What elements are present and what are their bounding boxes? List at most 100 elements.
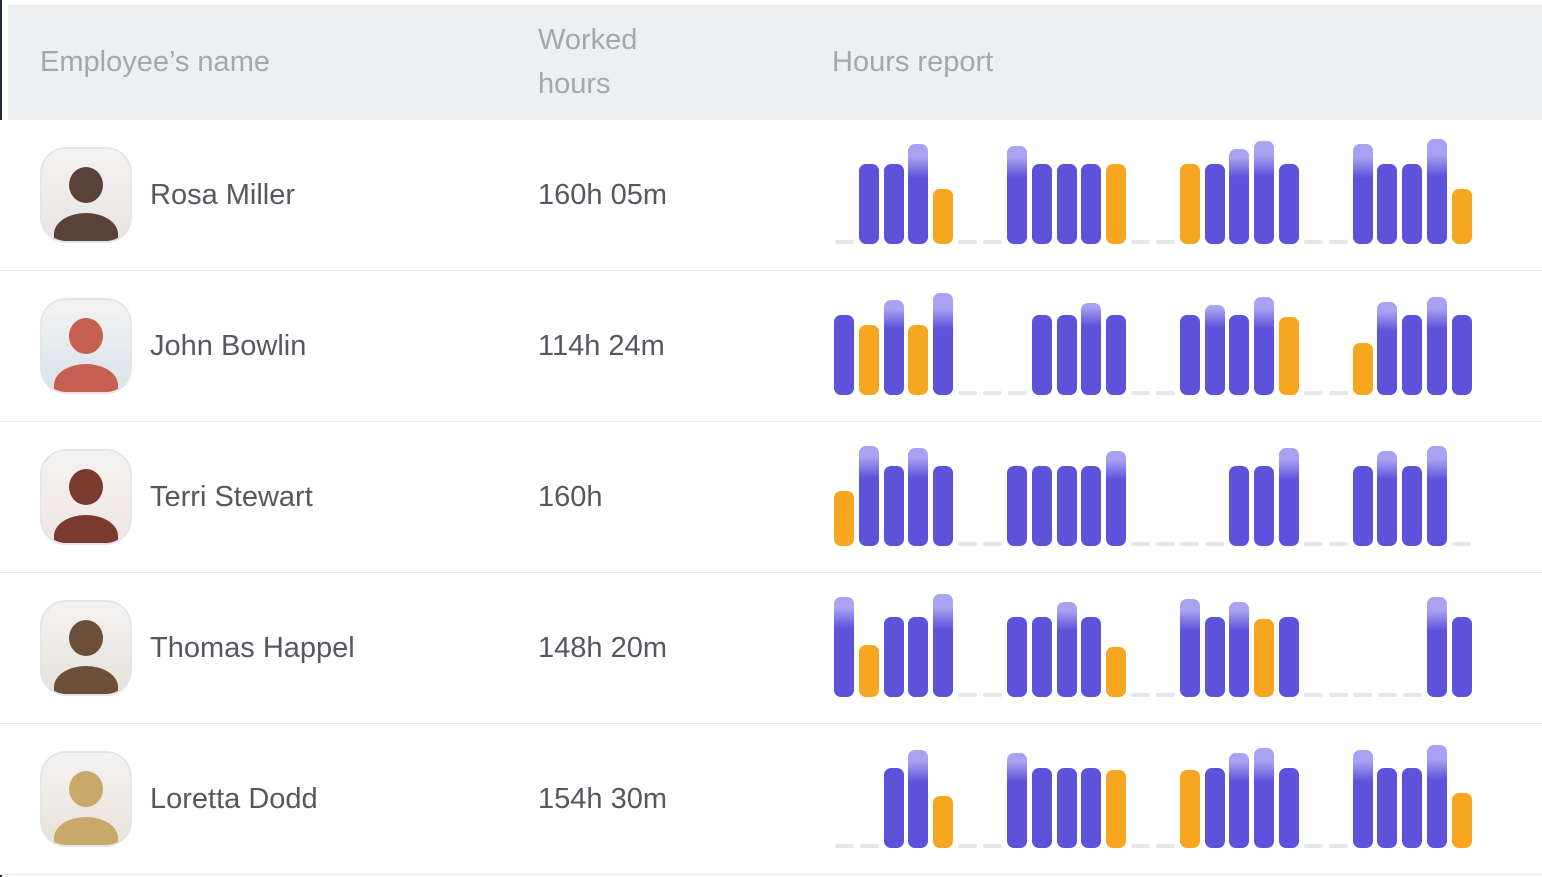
day-slot: [1425, 591, 1450, 697]
day-slot: [1227, 138, 1252, 244]
day-slot: [1375, 591, 1400, 697]
day-slot: [1054, 138, 1079, 244]
day-slot: [1425, 138, 1450, 244]
day-slot: [1449, 289, 1474, 395]
worked-hours-bar: [1451, 315, 1472, 395]
day-off-dash: [1007, 391, 1027, 395]
day-off-dash: [834, 844, 854, 848]
worked-hours-bar: [1229, 466, 1250, 546]
table-row[interactable]: Thomas Happel 148h 20m: [0, 573, 1542, 724]
day-slot: [881, 591, 906, 697]
worked-hours-bar: [1056, 315, 1077, 395]
day-slot: [980, 742, 1005, 848]
highlight-hours-bar: [1179, 164, 1200, 244]
day-off-dash: [1180, 542, 1200, 546]
day-slot: [1252, 138, 1277, 244]
worked-hours-bar: [1402, 466, 1423, 546]
worked-hours-bar: [1451, 617, 1472, 697]
worked-hours-bar: [883, 768, 904, 848]
worked-hours-bar: [1377, 164, 1398, 244]
day-slot: [955, 440, 980, 546]
day-slot: [1178, 591, 1203, 697]
highlight-hours-bar: [1105, 770, 1126, 848]
day-slot: [1178, 742, 1203, 848]
day-slot: [955, 591, 980, 697]
day-slot: [1079, 138, 1104, 244]
worked-hours-bar: [933, 466, 954, 546]
worked-hours-bar: [1352, 466, 1373, 546]
day-slot: [1227, 742, 1252, 848]
day-slot: [1252, 591, 1277, 697]
table-body: Rosa Miller 160h 05m John Bowlin 114h 24m Te…: [0, 120, 1542, 875]
day-slot: [1326, 440, 1351, 546]
worked-hours-bar: [1105, 315, 1126, 395]
overtime-hours-bar: [1254, 141, 1275, 244]
day-slot: [1079, 440, 1104, 546]
day-slot: [881, 289, 906, 395]
hours-report-cell: [832, 120, 1542, 270]
table-row[interactable]: Terri Stewart 160h: [0, 422, 1542, 573]
day-slot: [1350, 289, 1375, 395]
table-header: Employee’s name Worked hours Hours repor…: [8, 5, 1542, 120]
day-off-dash: [1303, 391, 1323, 395]
day-slot: [1005, 742, 1030, 848]
day-slot: [1252, 742, 1277, 848]
worked-hours-bar: [1056, 164, 1077, 244]
highlight-hours-bar: [859, 645, 880, 697]
highlight-hours-bar: [834, 491, 855, 546]
day-slot: [931, 289, 956, 395]
day-slot: [1104, 289, 1129, 395]
worked-hours-bar: [1056, 466, 1077, 546]
avatar-silhouette-head: [69, 318, 103, 354]
overtime-hours-bar: [1007, 753, 1028, 848]
avatar-silhouette-body: [54, 817, 118, 845]
table-row[interactable]: Loretta Dodd 154h 30m: [0, 724, 1542, 875]
day-off-dash: [958, 391, 978, 395]
day-off-dash: [1328, 542, 1348, 546]
day-off-dash: [982, 693, 1002, 697]
overtime-hours-bar: [1352, 750, 1373, 848]
day-slot: [1301, 440, 1326, 546]
day-slot: [931, 138, 956, 244]
overtime-hours-bar: [908, 448, 929, 546]
day-slot: [1400, 289, 1425, 395]
overtime-hours-bar: [1426, 597, 1447, 697]
overtime-hours-bar: [1426, 139, 1447, 244]
day-off-dash: [958, 240, 978, 244]
avatar-silhouette-head: [69, 469, 103, 505]
table-row[interactable]: Rosa Miller 160h 05m: [0, 120, 1542, 271]
day-slot: [1449, 440, 1474, 546]
day-slot: [1005, 289, 1030, 395]
worked-hours-bar: [1081, 164, 1102, 244]
highlight-hours-bar: [1352, 343, 1373, 395]
day-slot: [1054, 742, 1079, 848]
overtime-hours-bar: [1377, 302, 1398, 395]
overtime-hours-bar: [1007, 146, 1028, 244]
day-slot: [1030, 440, 1055, 546]
day-slot: [857, 440, 882, 546]
overtime-hours-bar: [1426, 745, 1447, 848]
overtime-hours-bar: [908, 750, 929, 848]
day-slot: [931, 742, 956, 848]
day-slot: [1375, 289, 1400, 395]
column-header-worked-hours: Worked hours: [538, 24, 638, 100]
day-slot: [881, 440, 906, 546]
highlight-hours-bar: [1179, 770, 1200, 848]
day-slot: [1301, 591, 1326, 697]
day-off-dash: [982, 844, 1002, 848]
hours-report-chart: [832, 591, 1475, 697]
day-slot: [1326, 289, 1351, 395]
day-slot: [1079, 742, 1104, 848]
day-slot: [832, 591, 857, 697]
day-slot: [1104, 742, 1129, 848]
day-slot: [1178, 289, 1203, 395]
day-slot: [1326, 138, 1351, 244]
day-slot: [1449, 742, 1474, 848]
table-row[interactable]: John Bowlin 114h 24m: [0, 271, 1542, 422]
overtime-hours-bar: [1229, 149, 1250, 244]
employee-cell: Terri Stewart: [0, 449, 538, 545]
day-slot: [1350, 742, 1375, 848]
hours-report-chart: [832, 440, 1475, 546]
day-slot: [1326, 591, 1351, 697]
